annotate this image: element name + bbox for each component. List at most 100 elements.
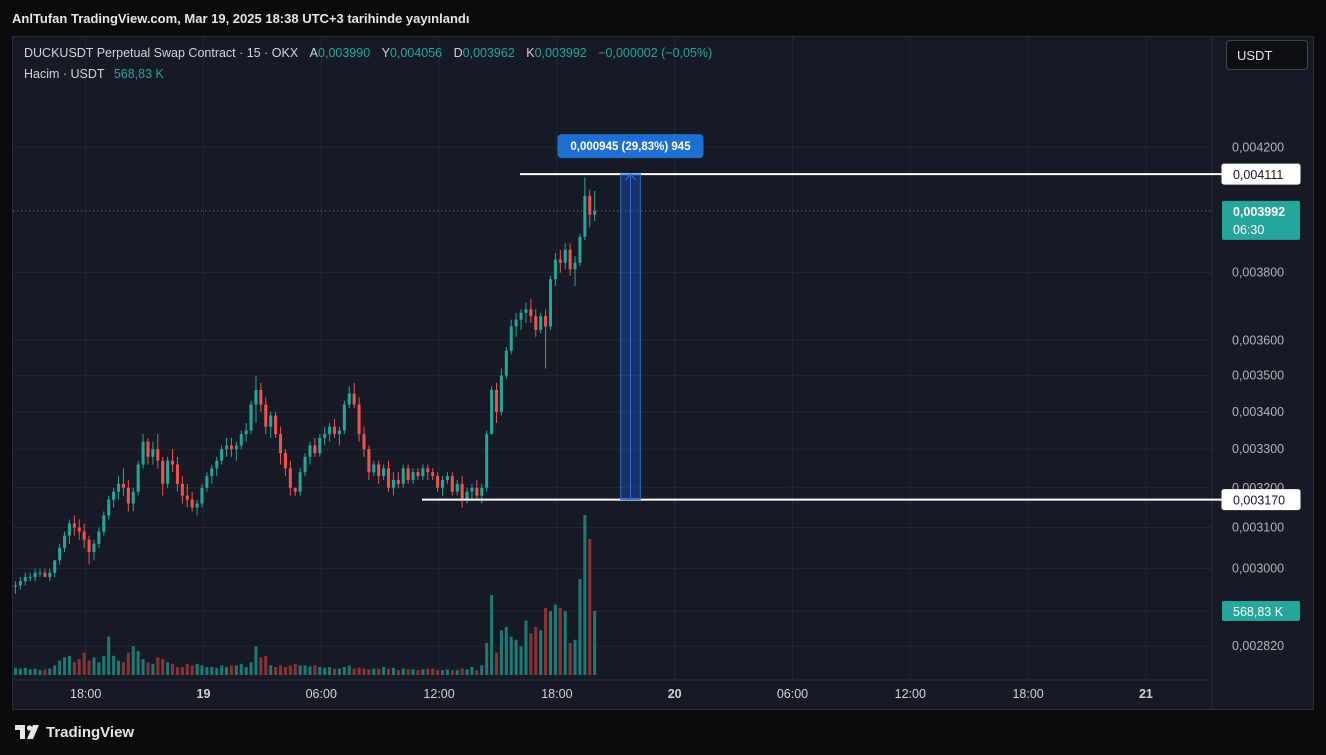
candle-body xyxy=(87,539,91,553)
candle-body xyxy=(416,472,420,477)
volume-bar xyxy=(102,655,106,675)
volume-bar xyxy=(440,670,445,675)
candle-body xyxy=(440,479,445,488)
volume-bar xyxy=(308,666,312,675)
candle-body xyxy=(259,389,263,405)
volume-bar xyxy=(141,659,145,675)
y-tick-label: 0,003400 xyxy=(1232,405,1284,419)
candle-body xyxy=(524,309,528,313)
candle-body xyxy=(136,464,140,492)
volume-bar xyxy=(431,668,435,675)
candle-body xyxy=(43,572,47,577)
x-tick-label: 12:00 xyxy=(895,687,926,701)
candle-body xyxy=(283,453,287,469)
candle-body xyxy=(239,434,243,446)
candle-body xyxy=(97,531,101,544)
chart-frame[interactable] xyxy=(12,36,1314,710)
published-text: AnlTufan TradingView.com, Mar 19, 2025 1… xyxy=(12,10,470,26)
volume-bar xyxy=(126,652,130,675)
candle-body xyxy=(362,434,366,450)
volume-bar xyxy=(470,667,474,675)
volume-bar xyxy=(539,630,543,675)
volume-bar xyxy=(406,669,410,675)
volume-bar xyxy=(460,668,464,675)
x-tick-label: 18:00 xyxy=(70,687,101,701)
candle-body xyxy=(519,312,523,320)
candle-body xyxy=(303,456,307,473)
volume-bar xyxy=(318,667,322,675)
volume-bar xyxy=(391,667,395,675)
last-price-tag: 0,003992 xyxy=(1233,205,1285,219)
candle-body xyxy=(485,434,489,488)
volume-bar xyxy=(455,670,459,675)
volume-bar xyxy=(131,646,135,675)
volume-bar xyxy=(77,659,81,675)
volume-bar xyxy=(578,579,582,675)
volume-bar xyxy=(234,665,238,675)
candle-body xyxy=(573,262,577,270)
y-tick-label: 0,003000 xyxy=(1232,562,1284,576)
volume-bar xyxy=(499,630,503,675)
volume-bar xyxy=(372,668,376,675)
candle-body xyxy=(161,460,165,484)
candle-body xyxy=(318,437,322,454)
legend-volume-value: 568,83 K xyxy=(113,67,164,81)
volume-bar xyxy=(18,668,22,675)
volume-bar xyxy=(401,668,405,675)
candle-body xyxy=(583,195,587,237)
candle-body xyxy=(377,464,381,477)
volume-bar xyxy=(362,668,366,675)
x-tick-label: 06:00 xyxy=(306,687,337,701)
y-tick-label: 0,003800 xyxy=(1232,266,1284,280)
y-tick-label: 0,003300 xyxy=(1232,442,1284,456)
volume-bar xyxy=(117,660,121,675)
legend-low-label: D xyxy=(453,46,463,60)
candle-body xyxy=(401,468,405,484)
candle-body xyxy=(63,535,67,548)
volume-bar xyxy=(421,669,425,675)
candle-body xyxy=(347,393,351,405)
volume-bar xyxy=(259,657,263,675)
volume-bar xyxy=(396,670,400,675)
candle-body xyxy=(293,487,297,492)
candle-body xyxy=(298,472,302,492)
volume-bar xyxy=(504,627,508,675)
candle-body xyxy=(288,468,292,488)
candle-body xyxy=(72,523,76,528)
candle-body xyxy=(234,445,238,450)
volume-bar xyxy=(445,669,449,675)
candle-body xyxy=(229,445,233,450)
candle-body xyxy=(18,581,22,586)
legend-volume-label: Hacim · USDT xyxy=(24,67,105,81)
candle-body xyxy=(534,316,538,330)
volume-bar xyxy=(588,539,592,675)
candle-body xyxy=(328,426,332,435)
volume-bar xyxy=(553,604,557,675)
currency-button[interactable]: USDT xyxy=(1226,40,1308,70)
candle-body xyxy=(465,491,469,500)
x-tick-label: 20 xyxy=(668,687,682,701)
candle-body xyxy=(13,585,17,587)
volume-bar xyxy=(72,662,76,675)
volume-bar xyxy=(220,665,224,675)
volume-bar xyxy=(67,655,71,675)
volume-bar xyxy=(175,667,179,675)
candle-body xyxy=(475,487,479,496)
measure-label-text: 0,000945 (29,83%) 945 xyxy=(570,141,691,153)
volume-bar xyxy=(171,663,175,675)
volume-bar xyxy=(342,667,346,675)
volume-bar xyxy=(514,639,518,675)
candle-body xyxy=(544,316,548,327)
legend-symbol: DUCKUSDT Perpetual Swap Contract · 15 · … xyxy=(24,46,299,60)
last-price-tag-bg xyxy=(1222,200,1300,240)
y-tick-label: 0,003500 xyxy=(1232,369,1284,383)
volume-bar xyxy=(328,667,332,675)
candle-body xyxy=(205,476,209,488)
header-bar: AnlTufan TradingView.com, Mar 19, 2025 1… xyxy=(0,0,1326,36)
volume-bar xyxy=(332,668,337,675)
candle-body xyxy=(254,389,258,405)
volume-bar xyxy=(323,667,327,675)
x-tick-label: 19 xyxy=(197,687,211,701)
candle-body xyxy=(386,468,391,488)
